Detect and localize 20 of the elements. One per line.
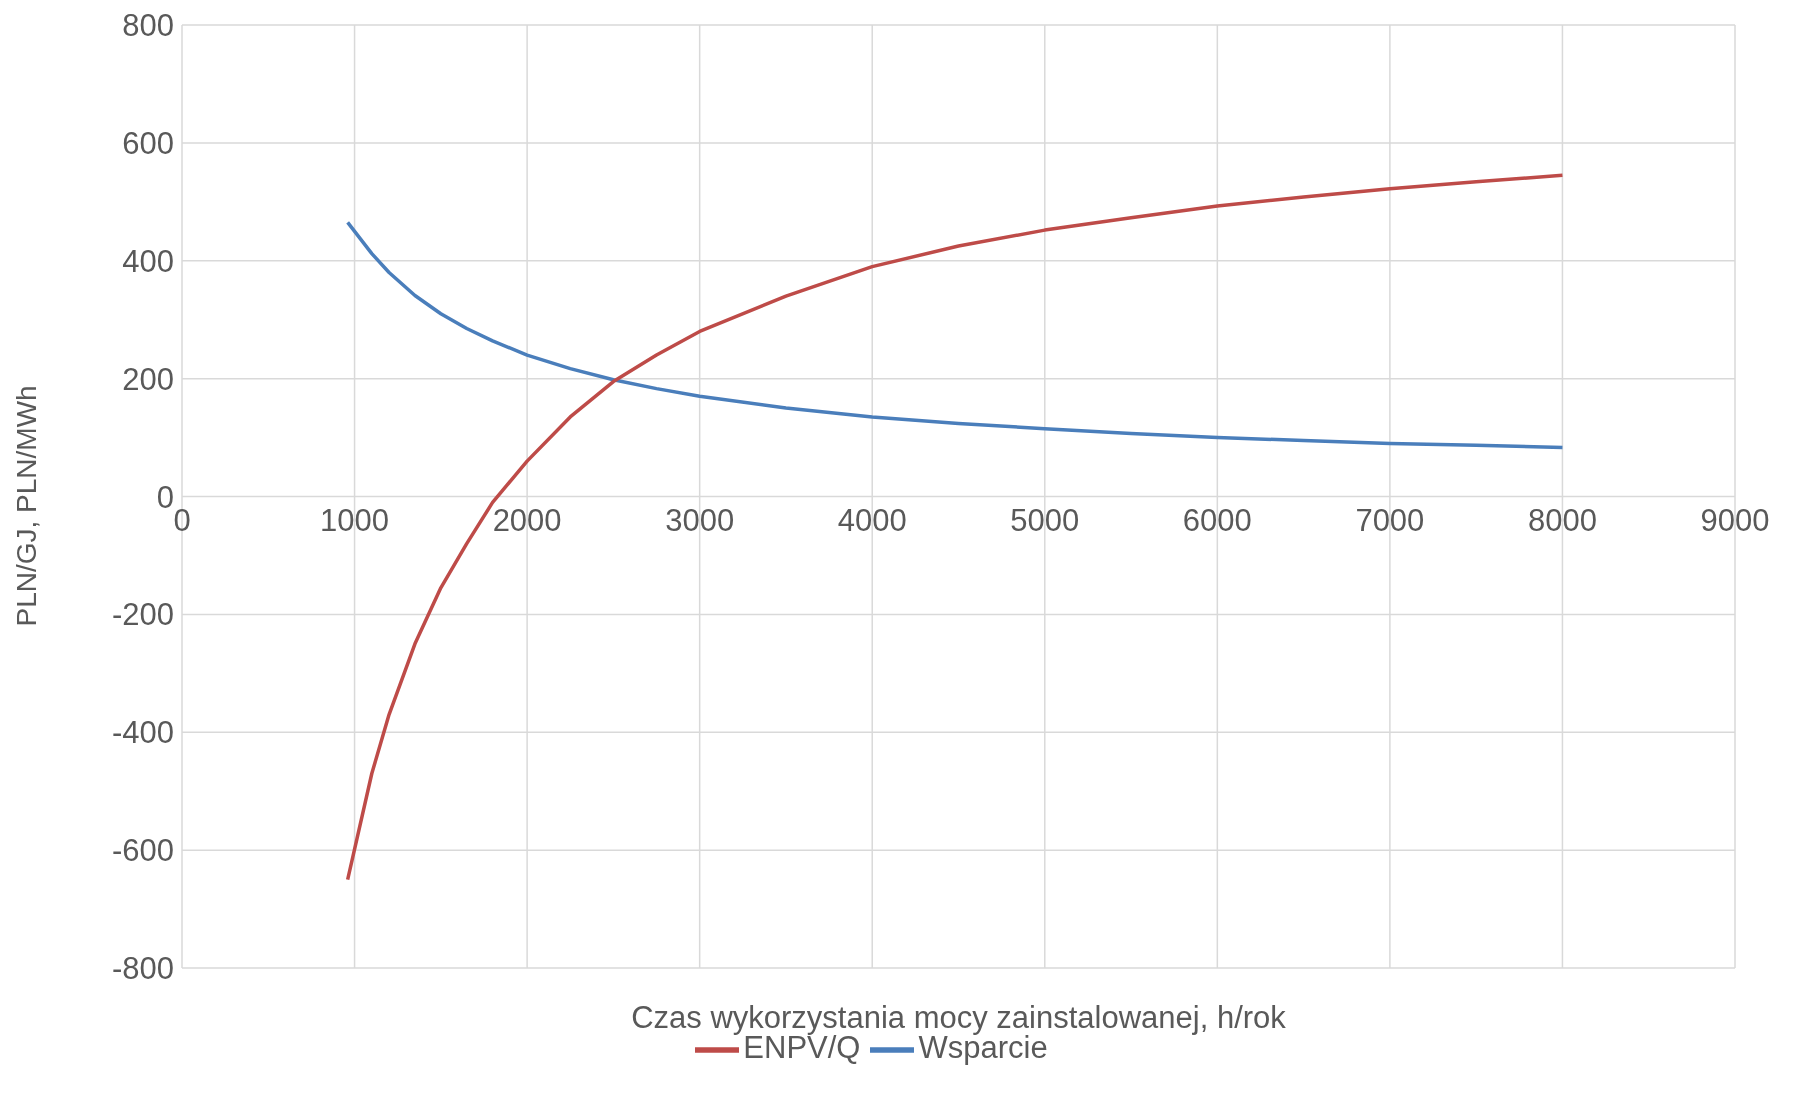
x-tick-label: 3000 — [665, 502, 735, 538]
y-tick-label: -800 — [111, 951, 174, 987]
y-tick-label: -400 — [111, 715, 174, 751]
x-tick-label: 2000 — [492, 502, 562, 538]
y-tick-label: 600 — [122, 125, 174, 161]
y-tick-label: 0 — [156, 479, 174, 515]
x-tick-label: 8000 — [1527, 502, 1597, 538]
x-tick-label: 4000 — [837, 502, 907, 538]
x-tick-label: 1000 — [320, 502, 390, 538]
x-tick-label: 5000 — [1010, 502, 1080, 538]
x-tick-label: 9000 — [1700, 502, 1770, 538]
x-tick-label: 6000 — [1182, 502, 1252, 538]
y-tick-label: -200 — [111, 597, 174, 633]
line-series — [345, 220, 1565, 450]
y-tick-label: 400 — [122, 243, 174, 279]
y-axis-title: PLN/GJ, PLN/MWh — [10, 385, 42, 627]
y-tick-label: -600 — [111, 833, 174, 869]
y-tick-label: 800 — [122, 8, 174, 44]
y-tick-label: 200 — [122, 361, 174, 397]
x-tick-label: 7000 — [1355, 502, 1425, 538]
